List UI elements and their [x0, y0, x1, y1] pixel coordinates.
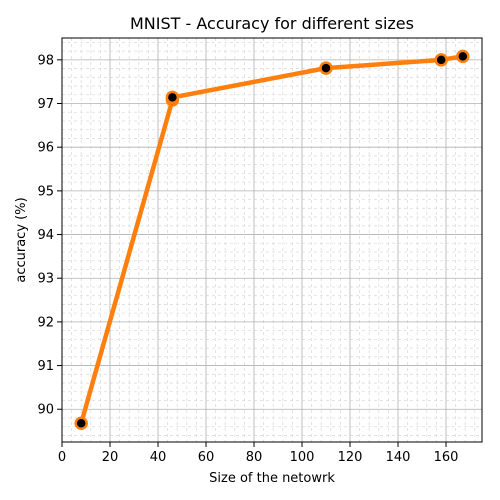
x-tick-label: 160: [434, 450, 459, 465]
data-point: [456, 49, 470, 64]
data-point: [319, 61, 333, 75]
y-tick-label: 93: [37, 272, 54, 287]
chart-title: MNIST - Accuracy for different sizes: [130, 14, 414, 33]
major-grid: [61, 38, 482, 442]
x-tick-label: 140: [386, 450, 411, 465]
y-tick-label: 91: [37, 359, 54, 374]
y-tick-label: 98: [37, 53, 54, 68]
y-axis-title: accuracy (%): [14, 197, 29, 282]
data-point: [434, 53, 448, 67]
y-tick-label: 92: [37, 315, 54, 330]
x-tick-label: 40: [150, 450, 167, 465]
x-axis-ticks: 0 20 40 60 80 100 120 140 160: [58, 442, 459, 465]
y-axis-ticks: 90 91 92 93 94 95 96 97 98: [37, 53, 62, 418]
data-point: [165, 90, 180, 105]
x-tick-label: 100: [290, 450, 315, 465]
minor-grid: [62, 38, 482, 442]
data-point: [74, 416, 88, 430]
x-tick-label: 60: [198, 450, 215, 465]
x-tick-label: 20: [102, 450, 119, 465]
x-tick-label: 120: [338, 450, 363, 465]
x-tick-label: 0: [58, 450, 66, 465]
y-tick-label: 96: [37, 141, 54, 156]
plot-area-frame: [61, 37, 483, 443]
y-tick-label: 94: [37, 228, 54, 243]
series-layer: [74, 49, 470, 430]
x-tick-label: 80: [246, 450, 263, 465]
y-tick-label: 95: [37, 184, 54, 199]
y-tick-label: 97: [37, 97, 54, 112]
x-axis-title: Size of the netowrk: [209, 471, 335, 486]
y-tick-label: 90: [37, 403, 54, 418]
